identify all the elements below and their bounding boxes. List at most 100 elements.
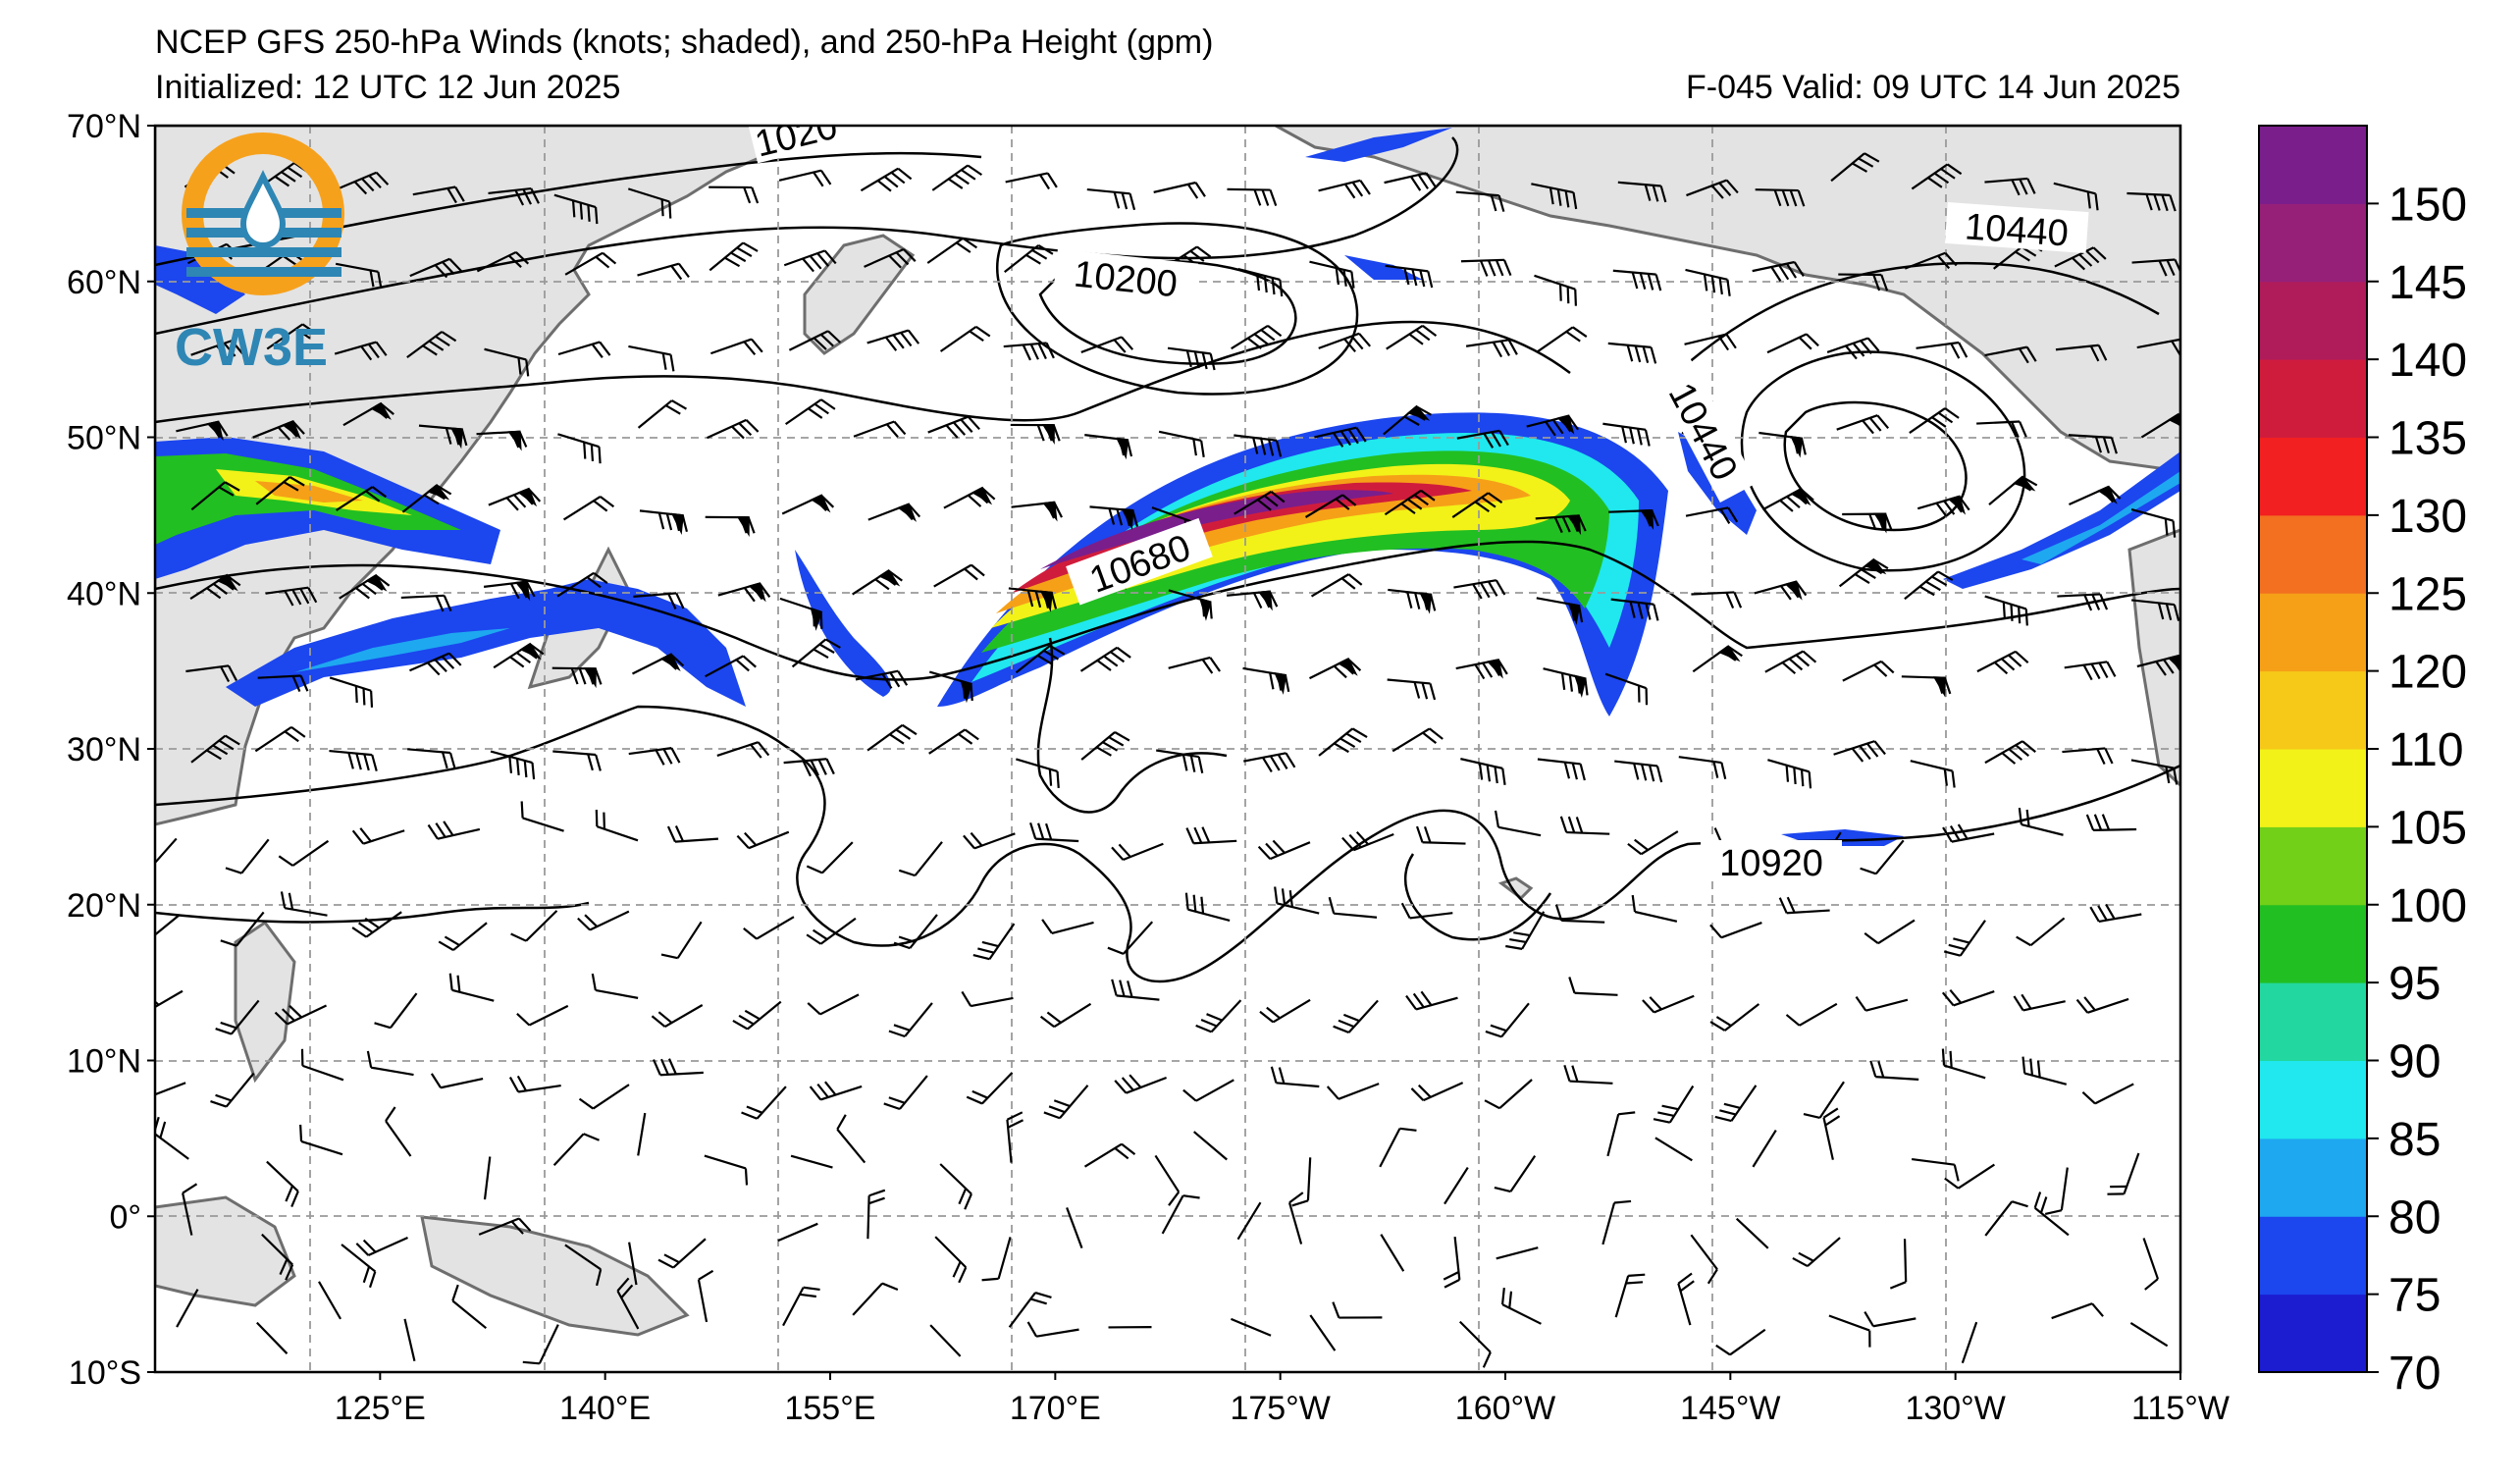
wind-barb-feather [745,419,760,433]
wind-barb-feather [1486,765,1492,782]
wind-barb-feather [669,354,675,372]
wind-barb-feather [981,1277,999,1282]
wind-barb-shaft [155,837,178,865]
wind-barb [928,728,979,755]
wind-barb-feather [2011,1200,2028,1208]
wind-barb-feather [1845,344,1858,360]
wind-barb-feather [1113,339,1127,353]
wind-barb [403,1318,416,1362]
wind-barb-feather [1037,243,1054,255]
wind-barb-feather [868,1196,885,1205]
lon-tick-label: 115°W [2131,1390,2230,1427]
wind-barb-feather [1639,272,1647,290]
wind-barb-feather [448,973,453,990]
wind-barb [1984,740,2036,765]
wind-barb-feather [1279,279,1284,297]
wind-barb-feather [1107,946,1125,955]
wind-barb-feather [2094,436,2102,453]
wind-barb [926,237,978,264]
wind-barb-feather [132,1002,145,1013]
wind-barb-pennant [748,582,766,603]
wind-barb [1842,660,1895,682]
wind-barb [1274,886,1320,915]
wind-barb [578,1084,630,1110]
wind-barb-feather [514,189,525,206]
wind-barb-feather [2110,437,2118,454]
wind-barb-feather [1946,163,1963,176]
wind-barb [438,922,488,952]
wind-barb [741,1086,787,1120]
wind-barb [190,340,243,360]
wind-barb-pennant [1790,487,1811,506]
wind-barb-feather [824,1081,837,1096]
wind-barb [943,486,996,509]
wind-barb-feather [1958,342,1969,358]
wind-barb-feather [1993,662,2009,675]
wind-barb-feather [1949,988,1963,1004]
wind-barb [1111,979,1160,1001]
jet-na-coast-cyan [2021,471,2180,564]
wind-barb-feather [1260,329,1276,342]
wind-barb-feather [1852,162,1868,173]
wind-barb [1653,1085,1695,1124]
wind-barb [1405,990,1458,1011]
wind-barb-feather [1043,649,1059,661]
wind-barb-feather [1629,427,1635,445]
wind-barb [709,241,759,272]
lon-tick-label: 155°E [784,1390,875,1427]
wind-barb-feather [586,576,602,589]
wind-barb-feather [2018,607,2021,624]
wind-barb-feather [1413,494,1429,506]
wind-barb [132,989,184,1013]
wind-barb-feather [1267,439,1275,456]
wind-barb [1386,324,1438,350]
initialized-label: Initialized: 12 UTC 12 Jun 2025 [155,69,621,106]
wind-barb-feather [1719,1109,1737,1116]
wind-barb-feather [362,1266,371,1284]
wind-barb-feather [2173,768,2179,785]
wind-barb-feather [2086,191,2091,209]
wind-barb-feather [368,175,382,189]
wind-barb-feather [1121,1142,1136,1155]
wind-barb-feather [1186,184,1199,199]
wind-barb-pennant [1640,508,1654,530]
wind-barb-feather [1339,737,1356,749]
wind-barb-feather [751,338,763,353]
wind-barb-feather [2001,658,2016,671]
wind-barb [318,1281,342,1320]
wind-barb [651,1004,704,1029]
wind-barb-pennant [2012,475,2036,492]
wind-barb-feather [2021,993,2032,1010]
wind-barb-shaft [1227,187,1271,191]
wind-barb-feather [1263,495,1279,507]
wind-barb-pennant [282,419,301,440]
wind-barb-feather [1421,682,1429,700]
wind-barb-feather [1925,580,1941,592]
wind-barb-feather [808,407,823,419]
wind-barb [335,262,383,289]
wind-barb [1410,1082,1464,1102]
lat-tick-label: 60°N [67,264,141,301]
wind-barb [2068,434,2118,454]
wind-barb [1154,1154,1181,1206]
wind-barb-feather [1269,189,1278,207]
wind-barb [1234,434,1283,457]
wind-barb [2140,412,2180,439]
wind-barb [1465,339,1518,358]
wind-barb-feather [2016,935,2031,947]
wind-barb-feather [1719,508,1731,524]
wind-barb-feather [301,323,318,335]
wind-barb [427,821,481,840]
wind-barb [1086,187,1136,211]
wind-barb-feather [1291,1199,1309,1207]
lat-tick-label: 10°N [67,1043,141,1081]
wind-barb [1006,1111,1024,1163]
wind-barb-feather [1773,189,1782,207]
wind-barb-feather [2144,1278,2159,1291]
wind-barb [2055,344,2108,362]
wind-barb-feather [2153,193,2161,211]
wind-barb-shaft [1444,1166,1469,1205]
wind-barb-shaft [914,841,943,876]
wind-barb-feather [743,341,757,356]
wind-barb-feather [802,760,812,777]
